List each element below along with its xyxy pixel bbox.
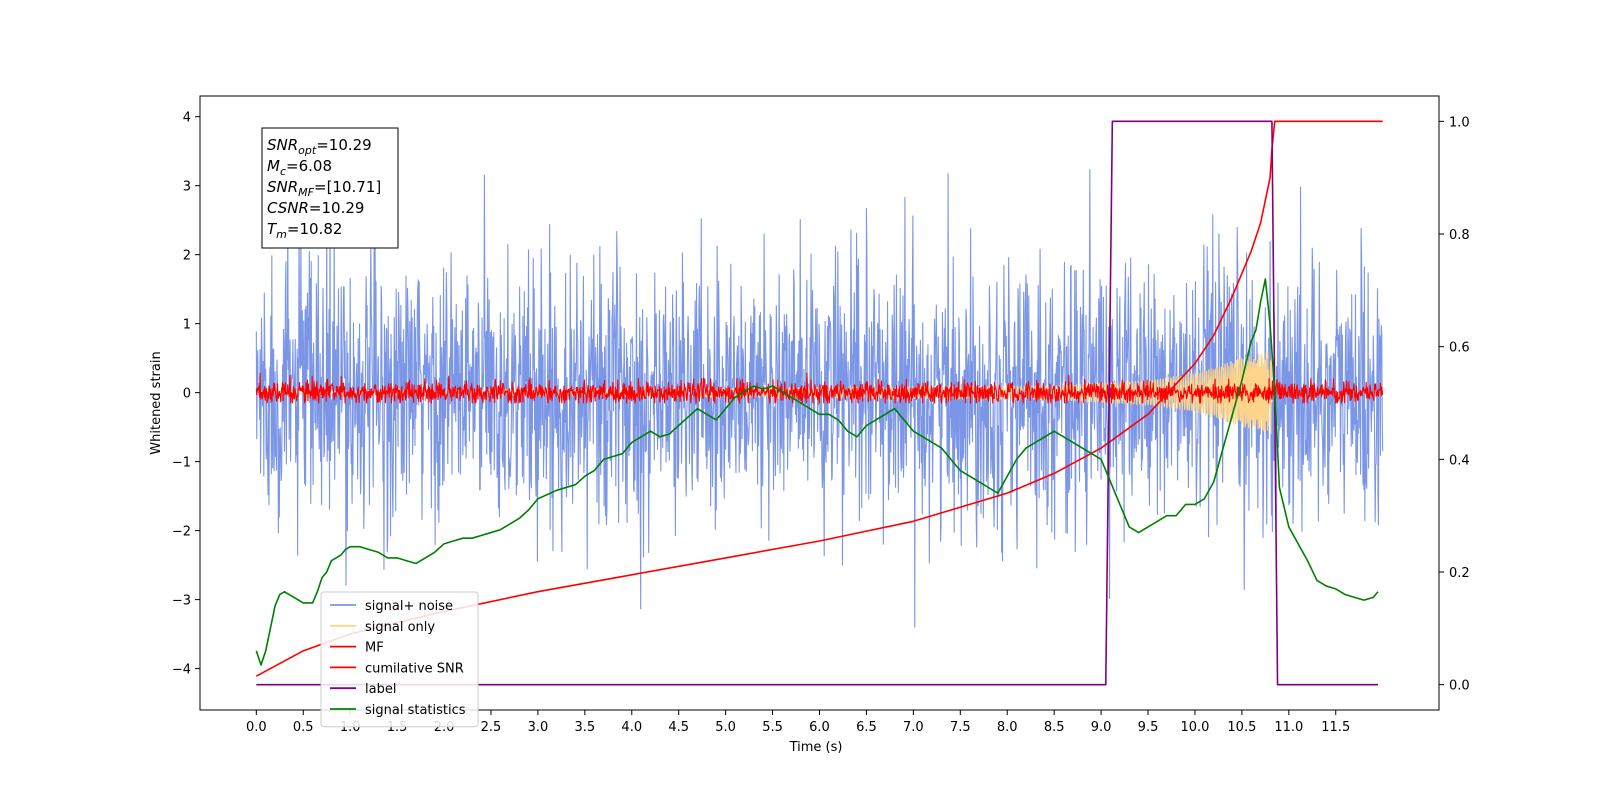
- series-signal-noise-line: [255, 168, 1384, 628]
- x-tick-label: 6.5: [856, 720, 877, 735]
- y-tick-label: −1: [172, 456, 191, 471]
- annotation-line: CSNR=10.29: [267, 199, 364, 217]
- x-tick-label: 10.5: [1227, 720, 1256, 735]
- y-axis-label: Whitened strain: [149, 351, 164, 454]
- x-axis-label: Time (s): [789, 740, 843, 755]
- annotation-line: SNRopt=10.29: [267, 136, 372, 157]
- x-tick-label: 8.5: [1044, 720, 1065, 735]
- y-tick-label: 4: [183, 111, 191, 126]
- y-tick-label: −4: [172, 663, 191, 678]
- y-tick-label: 3: [183, 180, 191, 195]
- x-tick-label: 5.5: [762, 720, 783, 735]
- y2-tick-label: 0.6: [1449, 341, 1470, 356]
- legend-entry: signal statistics: [365, 703, 466, 718]
- x-tick-label: 4.0: [621, 720, 642, 735]
- legend-entry: label: [365, 682, 396, 697]
- x-tick-label: 7.5: [950, 720, 971, 735]
- y2-tick-label: 0.4: [1449, 453, 1470, 468]
- x-tick-label: 3.5: [574, 720, 595, 735]
- series-signal-only-line: [255, 352, 1273, 435]
- x-tick-label: 7.0: [903, 720, 924, 735]
- legend-entry: cumilative SNR: [365, 661, 464, 676]
- x-tick-label: 11.5: [1321, 720, 1350, 735]
- x-tick-label: 4.5: [668, 720, 689, 735]
- series-signal-statistics-line: [255, 278, 1379, 666]
- series-mf-line: [255, 372, 1384, 404]
- x-tick-label: 0.5: [293, 720, 314, 735]
- x-tick-label: 2.5: [481, 720, 502, 735]
- legend-entry: MF: [365, 641, 384, 656]
- x-tick-label: 3.0: [528, 720, 549, 735]
- series-label-line: [256, 120, 1378, 686]
- x-tick-label: 8.0: [997, 720, 1018, 735]
- annotation-box: [261, 127, 399, 249]
- x-tick-label: 6.0: [809, 720, 830, 735]
- y-tick-label: 2: [183, 249, 191, 264]
- y2-tick-label: 0.2: [1449, 566, 1470, 581]
- y-tick-label: 0: [183, 387, 191, 402]
- x-tick-label: 9.0: [1091, 720, 1112, 735]
- y-tick-label: 1: [183, 318, 191, 333]
- legend-entry: signal+ noise: [365, 599, 453, 614]
- y2-tick-label: 0.8: [1449, 228, 1470, 243]
- annotation-line: SNRMF=[10.71]: [267, 178, 381, 199]
- x-tick-label: 0.0: [246, 720, 267, 735]
- annotation-line: Tm=10.82: [267, 220, 342, 241]
- x-tick-label: 10.0: [1180, 720, 1209, 735]
- y2-tick-label: 0.0: [1449, 679, 1470, 694]
- legend-box: [320, 591, 479, 728]
- legend-entry: signal only: [365, 620, 435, 635]
- annotation-line: Mc=6.08: [267, 157, 332, 178]
- x-tick-label: 11.0: [1274, 720, 1303, 735]
- y2-tick-label: 1.0: [1449, 115, 1470, 130]
- series-cumilative-snr-line: [255, 120, 1383, 677]
- y-tick-label: −2: [172, 525, 191, 540]
- x-tick-label: 9.5: [1138, 720, 1159, 735]
- y-tick-label: −3: [172, 594, 191, 609]
- x-tick-label: 5.0: [715, 720, 736, 735]
